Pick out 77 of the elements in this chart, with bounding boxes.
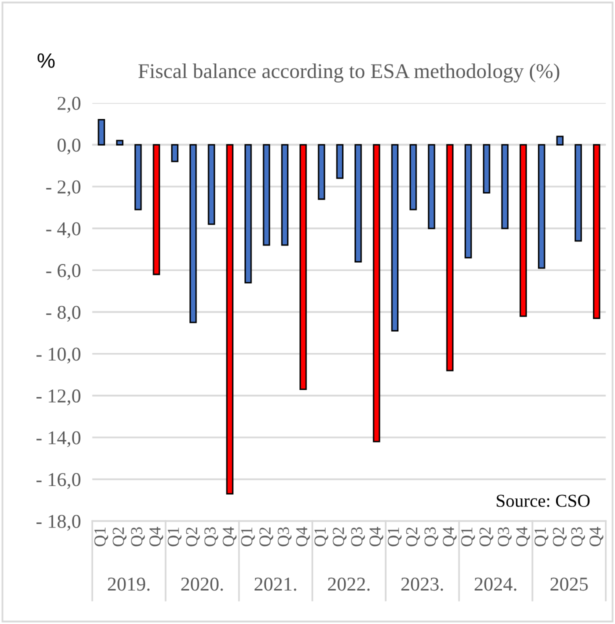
bar	[116, 140, 124, 146]
bar	[262, 144, 270, 246]
x-tick-label: Q1	[241, 528, 255, 546]
bar	[592, 144, 600, 319]
text: 2022.	[328, 578, 370, 591]
bar	[574, 144, 582, 242]
x-tick-label: Q4	[149, 526, 164, 546]
x-tick-label: Q3	[204, 527, 218, 546]
bar	[226, 144, 234, 495]
bar	[538, 144, 546, 269]
bar	[372, 144, 380, 442]
x-tick-label: Q2	[552, 528, 567, 546]
text: 2025	[550, 578, 588, 591]
x-tick-label: Q4	[516, 526, 530, 546]
y-tick-label: - 8,0	[46, 306, 80, 322]
y-tick-label: - 14,0	[36, 431, 80, 448]
x-tick-label: Q1	[314, 528, 328, 546]
x-tick-label: Q3	[278, 527, 292, 546]
bar	[208, 144, 216, 225]
x-tick-label: Q4	[296, 526, 310, 546]
bar	[520, 144, 527, 317]
text: 2021.	[254, 578, 296, 591]
text: 2019.	[108, 578, 150, 591]
bar	[134, 144, 142, 210]
x-tick-label: Q3	[351, 527, 365, 546]
y-tick-label: 0,0	[58, 138, 80, 155]
x-tick-label: Q3	[498, 527, 512, 546]
bar	[501, 144, 509, 230]
chart-title: Fiscal balance according to ESA methodology (%)	[138, 64, 560, 82]
bar	[318, 144, 326, 200]
y-tick-label: - 12,0	[36, 389, 80, 406]
y-tick-label: - 10,0	[36, 348, 80, 364]
bar	[410, 144, 417, 210]
bar	[336, 144, 344, 179]
bar	[281, 144, 288, 246]
bar	[428, 144, 436, 230]
y-axis-title: %	[38, 53, 55, 68]
x-tick-label: Q3	[424, 527, 438, 546]
x-tick-label: Q1	[461, 528, 475, 546]
x-tick-label: Q2	[406, 528, 420, 546]
x-tick-label: Q1	[168, 528, 182, 546]
bar	[189, 144, 197, 324]
annotation: Source: CSO	[496, 494, 590, 507]
x-tick-label: Q1	[534, 528, 548, 546]
bar	[446, 144, 454, 372]
bar	[482, 144, 490, 194]
x-tick-label: Q1	[94, 528, 108, 546]
x-tick-label: Q3	[131, 527, 145, 546]
bar	[300, 144, 307, 390]
bar	[244, 144, 252, 284]
text: 2023.	[401, 578, 443, 591]
y-tick-label: 2,0	[58, 96, 80, 113]
bar	[354, 144, 362, 263]
y-tick-label: - 4,0	[46, 222, 80, 238]
x-tick-label: Q4	[590, 526, 604, 546]
text: 2020.	[181, 578, 223, 591]
y-tick-label: - 6,0	[46, 264, 80, 280]
bar	[171, 144, 178, 162]
x-tick-label: Q2	[112, 528, 126, 546]
x-tick-label: Q2	[259, 528, 274, 546]
x-tick-label: Q1	[388, 528, 402, 546]
y-tick-label: - 2,0	[46, 180, 80, 196]
y-tick-label: - 16,0	[36, 473, 80, 489]
x-tick-label: Q3	[571, 527, 585, 546]
bar	[464, 144, 472, 258]
x-tick-label: Q2	[332, 528, 347, 546]
bar	[391, 144, 398, 332]
bar	[556, 136, 564, 146]
x-tick-label: Q4	[442, 526, 457, 546]
bar	[152, 144, 160, 276]
x-tick-label: Q4	[369, 526, 384, 546]
bar	[98, 118, 106, 146]
text: 2024.	[474, 578, 516, 591]
x-tick-label: Q2	[480, 528, 494, 546]
y-tick-label: - 18,0	[36, 514, 80, 531]
x-tick-label: Q2	[186, 528, 200, 546]
x-tick-label: Q4	[222, 526, 237, 546]
